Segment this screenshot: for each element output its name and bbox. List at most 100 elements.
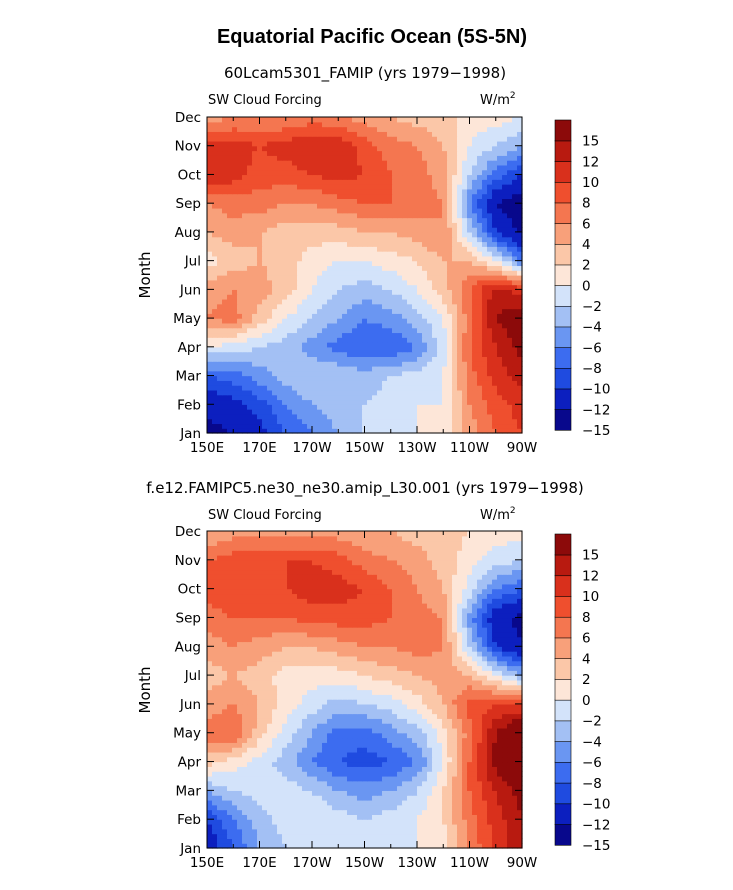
panel-top-cell — [417, 251, 423, 257]
panel-top-cell — [267, 413, 273, 420]
panel-bottom-cell — [472, 843, 478, 849]
panel-top-cell — [512, 275, 518, 281]
panel-top-cell — [362, 318, 368, 324]
panel-bottom-cell — [312, 790, 318, 796]
panel-top-cell — [402, 313, 408, 319]
panel-top-cell — [457, 279, 463, 286]
panel-top-cell — [517, 193, 523, 199]
panel-bottom-cell — [422, 833, 428, 839]
panel-bottom-cell — [392, 799, 398, 806]
panel-top-cell — [482, 160, 488, 166]
panel-top-cell — [332, 236, 338, 243]
panel-top-cell — [377, 121, 383, 128]
panel-top-cell — [327, 322, 333, 329]
panel-top-cell — [337, 275, 343, 281]
panel-top-cell — [302, 193, 308, 199]
panel-top-cell — [317, 117, 323, 123]
panel-bottom-cell — [307, 838, 313, 844]
panel-top-cell — [337, 413, 343, 420]
panel-top-cell — [502, 179, 508, 185]
panel-top-cell — [207, 428, 213, 434]
panel-top-cell — [392, 318, 398, 324]
panel-top-cell — [412, 198, 418, 204]
panel-top-cell — [497, 346, 503, 353]
panel-top-cell — [477, 337, 483, 343]
panel-top-cell — [407, 404, 413, 410]
panel-top-cell — [277, 327, 283, 334]
panel-top-cell — [257, 275, 263, 281]
panel-top-cell — [312, 380, 318, 386]
panel-bottom-cell — [407, 795, 413, 801]
panel-top-cell — [467, 198, 473, 204]
panel-top-cell — [342, 337, 348, 343]
panel-top-cell — [322, 150, 328, 156]
panel-top-cell — [382, 145, 388, 152]
panel-top-cell — [437, 279, 443, 286]
panel-bottom-cell — [352, 790, 358, 796]
panel-top-cell — [382, 212, 388, 219]
panel-top-cell — [462, 212, 468, 219]
panel-bottom-heatmap — [207, 531, 523, 849]
panel-top-cell — [492, 164, 498, 171]
panel-top-cell — [437, 174, 443, 180]
panel-top-cell — [242, 174, 248, 180]
panel-top-cell — [397, 318, 403, 324]
panel-top-cell — [482, 121, 488, 128]
panel-bottom-cell — [212, 809, 218, 815]
panel-top-cell — [287, 145, 293, 152]
panel-top-cell — [367, 308, 373, 314]
panel-bottom-cell — [327, 843, 333, 849]
panel-bottom-cell — [462, 799, 468, 806]
panel-top-cell — [247, 380, 253, 386]
panel-bottom-cell — [287, 843, 293, 849]
panel-bottom-cell — [447, 828, 453, 835]
panel-top-cell — [452, 380, 458, 386]
panel-bottom-cell — [447, 809, 453, 815]
panel-top-cell — [332, 375, 338, 381]
panel-bottom-cell — [457, 819, 463, 825]
panel-top-cell — [472, 179, 478, 185]
panel-top-cell — [317, 260, 323, 267]
panel-top-cell — [207, 413, 213, 420]
panel-top-cell — [277, 375, 283, 381]
panel-top-cell — [252, 327, 258, 334]
panel-top-cell — [432, 174, 438, 180]
panel-top-cell — [507, 418, 513, 425]
panel-top-cell — [322, 241, 328, 247]
panel-top-cell — [277, 380, 283, 386]
panel-top-cell — [407, 169, 413, 176]
panel-top-cell — [262, 404, 268, 410]
panel-top-cell — [297, 174, 303, 180]
panel-bottom-cell — [302, 819, 308, 825]
panel-top-cell — [472, 332, 478, 338]
panel-top-cell — [307, 298, 313, 305]
panel-top-cell — [312, 322, 318, 329]
panel-bottom-cell — [322, 804, 328, 811]
panel-top-cell — [467, 365, 473, 372]
panel-top-cell — [507, 174, 513, 180]
panel-bottom-cell — [492, 833, 498, 839]
panel-bottom-cell — [462, 819, 468, 825]
panel-top-cell — [387, 327, 393, 334]
panel-top-cell — [232, 365, 238, 372]
panel-top-cell — [342, 184, 348, 190]
panel-bottom-cell — [277, 819, 283, 825]
panel-top-cell — [357, 275, 363, 281]
panel-top-cell — [237, 270, 243, 276]
panel-top-cell — [482, 265, 488, 271]
panel-top-cell — [322, 174, 328, 180]
panel-top-cell — [472, 212, 478, 219]
panel-top-cell — [217, 160, 223, 166]
panel-top-cell — [457, 207, 463, 214]
panel-bottom-cell — [397, 804, 403, 811]
panel-top-cell — [277, 241, 283, 247]
panel-top-cell — [452, 308, 458, 314]
panel-top-cell — [212, 389, 218, 396]
panel-top-cell — [312, 246, 318, 252]
panel-top-cell — [462, 365, 468, 372]
panel-top-cell — [497, 126, 503, 132]
panel-top-cell — [372, 255, 378, 262]
panel-top-cell — [467, 212, 473, 219]
panel-top-cell — [442, 409, 448, 415]
panel-top-cell — [382, 308, 388, 314]
